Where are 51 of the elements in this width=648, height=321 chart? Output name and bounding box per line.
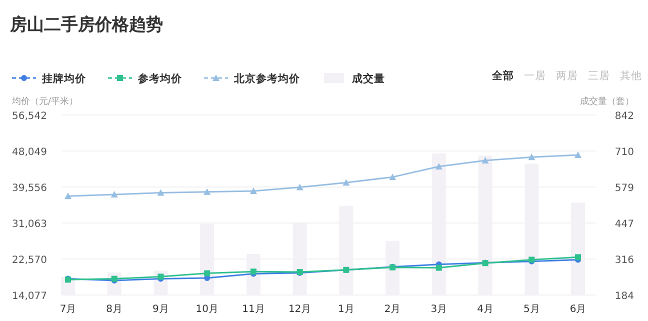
point: [342, 179, 350, 186]
y2-tick-label: 316: [614, 254, 634, 266]
point: [250, 188, 257, 194]
y-tick-label: 31,063: [12, 219, 47, 230]
y-tick-label: 56,542: [12, 111, 47, 122]
x-tick-label: 11月: [242, 304, 265, 315]
x-tick-label: 5月: [523, 304, 540, 315]
y2-tick-label: 447: [614, 219, 634, 230]
x-tick-label: 8月: [106, 304, 123, 315]
text: 两居: [556, 70, 578, 82]
x-tick-label: 7月: [60, 304, 76, 315]
y2-tick-label: 710: [614, 147, 634, 158]
point: [436, 264, 442, 271]
x-tick-label: 1月: [338, 304, 354, 315]
x-tick-label: 12月: [288, 304, 312, 315]
x-tick-label: 10月: [196, 304, 218, 315]
point: [296, 184, 304, 190]
y-tick-label: 14,077: [12, 291, 47, 302]
text: 三居: [588, 70, 610, 82]
point: [389, 174, 396, 180]
x-tick-label: 3月: [430, 304, 448, 315]
x-tick-label: 2月: [384, 304, 401, 315]
point: [204, 188, 211, 195]
y2-axis-title: 成交量（套）: [580, 96, 634, 107]
y-axis-title: 均价（元/平米）: [11, 96, 78, 107]
legend-label: 挂牌均价: [41, 72, 87, 85]
legend-label: 参考均价: [137, 72, 183, 85]
y2-tick-label: 842: [614, 111, 634, 122]
point: [110, 190, 118, 198]
y-tick-label: 39,556: [12, 183, 47, 194]
text: 一居: [524, 70, 546, 82]
x-tick-label: 6月: [570, 304, 586, 315]
legend-label: 成交量: [351, 72, 385, 85]
x-tick-label: 4月: [477, 304, 494, 315]
point: [64, 192, 72, 200]
y2-tick-label: 184: [614, 291, 634, 302]
text: 其他: [620, 69, 642, 82]
legend-label: 北京参考均价: [233, 72, 301, 85]
point: [204, 270, 210, 276]
point: [575, 254, 581, 260]
point: [157, 189, 164, 196]
point: [435, 162, 442, 170]
x-tick-label: 9月: [152, 304, 169, 315]
y2-tick-label: 579: [614, 182, 634, 194]
point: [528, 154, 536, 160]
point: [574, 152, 582, 158]
y-tick-label: 22,570: [12, 255, 47, 266]
y-tick-label: 48,049: [12, 147, 47, 158]
chart-title: 房山二手房价格趋势: [9, 15, 163, 35]
text: 全部: [491, 69, 514, 82]
point: [482, 157, 489, 164]
